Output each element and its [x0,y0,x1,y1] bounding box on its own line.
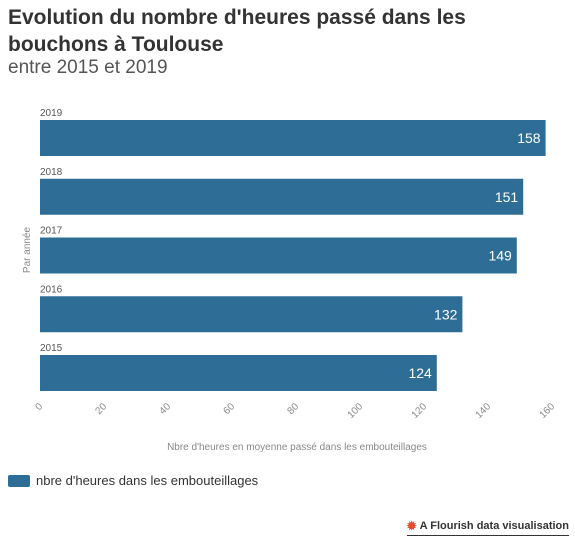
x-tick-label: 40 [157,401,173,417]
chart-title: Evolution du nombre d'heures passé dans … [8,6,466,56]
credit-text: A Flourish data visualisation [419,520,569,532]
bar[interactable] [40,237,517,274]
bar[interactable] [40,120,546,156]
bar[interactable] [40,355,437,391]
flourish-logo-icon: ✹ [406,519,417,533]
x-tick-label: 0 [33,401,45,413]
category-label: 2016 [40,284,63,295]
ticks-layer: 0 20 40 60 80 100 120 140 160 [33,401,557,421]
x-tick-label: 80 [285,401,301,417]
legend-swatch [8,474,30,487]
x-tick-label: 120 [410,401,430,421]
bars-layer: 2019 158 2018 151 2017 149 2016 132 2015 124 [40,108,546,391]
chart-subtitle: entre 2015 et 2019 [8,57,168,78]
legend[interactable]: nbre d'heures dans les embouteillages [8,473,258,488]
category-label: 2018 [40,167,63,178]
bar-value-label: 124 [408,365,432,381]
bar[interactable] [40,296,463,333]
bar-value-label: 149 [488,248,512,264]
y-axis-label: Par année [22,226,33,273]
bar-value-label: 151 [495,189,519,205]
x-tick-label: 20 [93,401,109,417]
bar-chart: Par année Nbre d'heures en moyenne passé… [22,108,557,453]
legend-label: nbre d'heures dans les embouteillages [36,473,259,488]
x-tick-label: 100 [346,401,366,421]
x-tick-label: 160 [538,401,558,421]
category-label: 2017 [40,226,63,237]
x-tick-label: 60 [221,401,237,417]
category-label: 2019 [40,108,63,119]
x-tick-label: 140 [474,401,494,421]
category-label: 2015 [40,343,63,354]
bar-value-label: 132 [434,306,458,322]
bar[interactable] [40,178,524,215]
x-axis-label: Nbre d'heures en moyenne passé dans les … [167,442,427,453]
bar-value-label: 158 [517,130,541,146]
flourish-credit-link[interactable]: ✹ A Flourish data visualisation [406,519,569,536]
